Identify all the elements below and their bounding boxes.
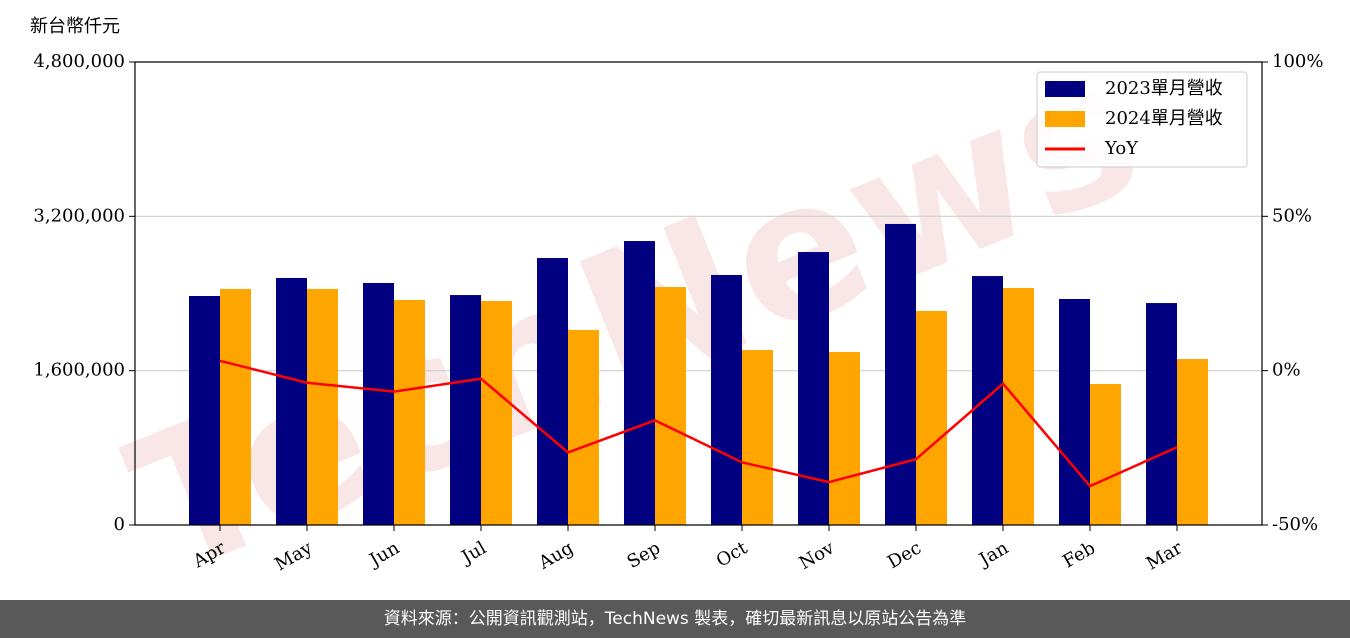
x-tick-label: Jan bbox=[974, 537, 1012, 571]
x-tick-label: Mar bbox=[1143, 537, 1187, 574]
line-series bbox=[219, 359, 1178, 488]
y2-tick-label: 50% bbox=[1272, 205, 1312, 226]
y2-tick-label: -50% bbox=[1272, 514, 1318, 535]
legend-label: 2023單月營收 bbox=[1105, 78, 1223, 99]
y-axis-label: 新台幣仟元 bbox=[30, 16, 120, 37]
x-tick-label: Sep bbox=[624, 537, 664, 572]
legend-swatch bbox=[1045, 111, 1085, 127]
x-tick-label: Feb bbox=[1059, 537, 1099, 572]
bar bbox=[363, 282, 394, 525]
y2-tick-label: 0% bbox=[1272, 360, 1301, 381]
bar bbox=[829, 351, 860, 525]
bar bbox=[624, 241, 655, 525]
bar bbox=[1177, 358, 1208, 525]
x-tick-label: Jul bbox=[456, 537, 490, 569]
legend-label: YoY bbox=[1104, 138, 1139, 159]
bar bbox=[885, 223, 916, 525]
bar bbox=[568, 329, 599, 525]
y-tick-label: 3,200,000 bbox=[33, 205, 125, 226]
bar bbox=[481, 301, 512, 525]
bar bbox=[394, 299, 425, 525]
bar bbox=[450, 295, 481, 525]
x-tick-label: Aug bbox=[534, 537, 577, 574]
y2-tick-label: 100% bbox=[1272, 51, 1323, 72]
legend-label: 2024單月營收 bbox=[1105, 108, 1223, 129]
plot-frame bbox=[134, 61, 1263, 526]
bar bbox=[972, 276, 1003, 525]
footer-bar bbox=[0, 600, 1350, 638]
bar bbox=[742, 350, 773, 525]
x-tick-label: Nov bbox=[796, 537, 839, 574]
bar bbox=[276, 277, 307, 525]
bar bbox=[220, 288, 251, 525]
bar bbox=[1146, 303, 1177, 525]
bar bbox=[537, 258, 568, 525]
y-tick-label: 0 bbox=[114, 514, 125, 535]
bar bbox=[307, 288, 338, 525]
y-tick-label: 1,600,000 bbox=[33, 360, 125, 381]
bar bbox=[711, 274, 742, 525]
bar bbox=[189, 296, 220, 525]
bar bbox=[916, 310, 947, 525]
bar bbox=[1059, 298, 1090, 525]
source-note: 資料來源：公開資訊觀測站，TechNews 製表，確切最新訊息以原站公告為準 bbox=[384, 609, 966, 629]
legend-box bbox=[1036, 71, 1248, 168]
bar bbox=[1003, 288, 1034, 525]
bar bbox=[798, 252, 829, 525]
y-tick-label: 4,800,000 bbox=[33, 51, 125, 72]
x-tick-label: Dec bbox=[884, 537, 925, 573]
bar bbox=[1090, 383, 1121, 525]
x-tick-label: Oct bbox=[713, 537, 752, 572]
legend-swatch bbox=[1045, 81, 1085, 97]
bar bbox=[655, 287, 686, 525]
